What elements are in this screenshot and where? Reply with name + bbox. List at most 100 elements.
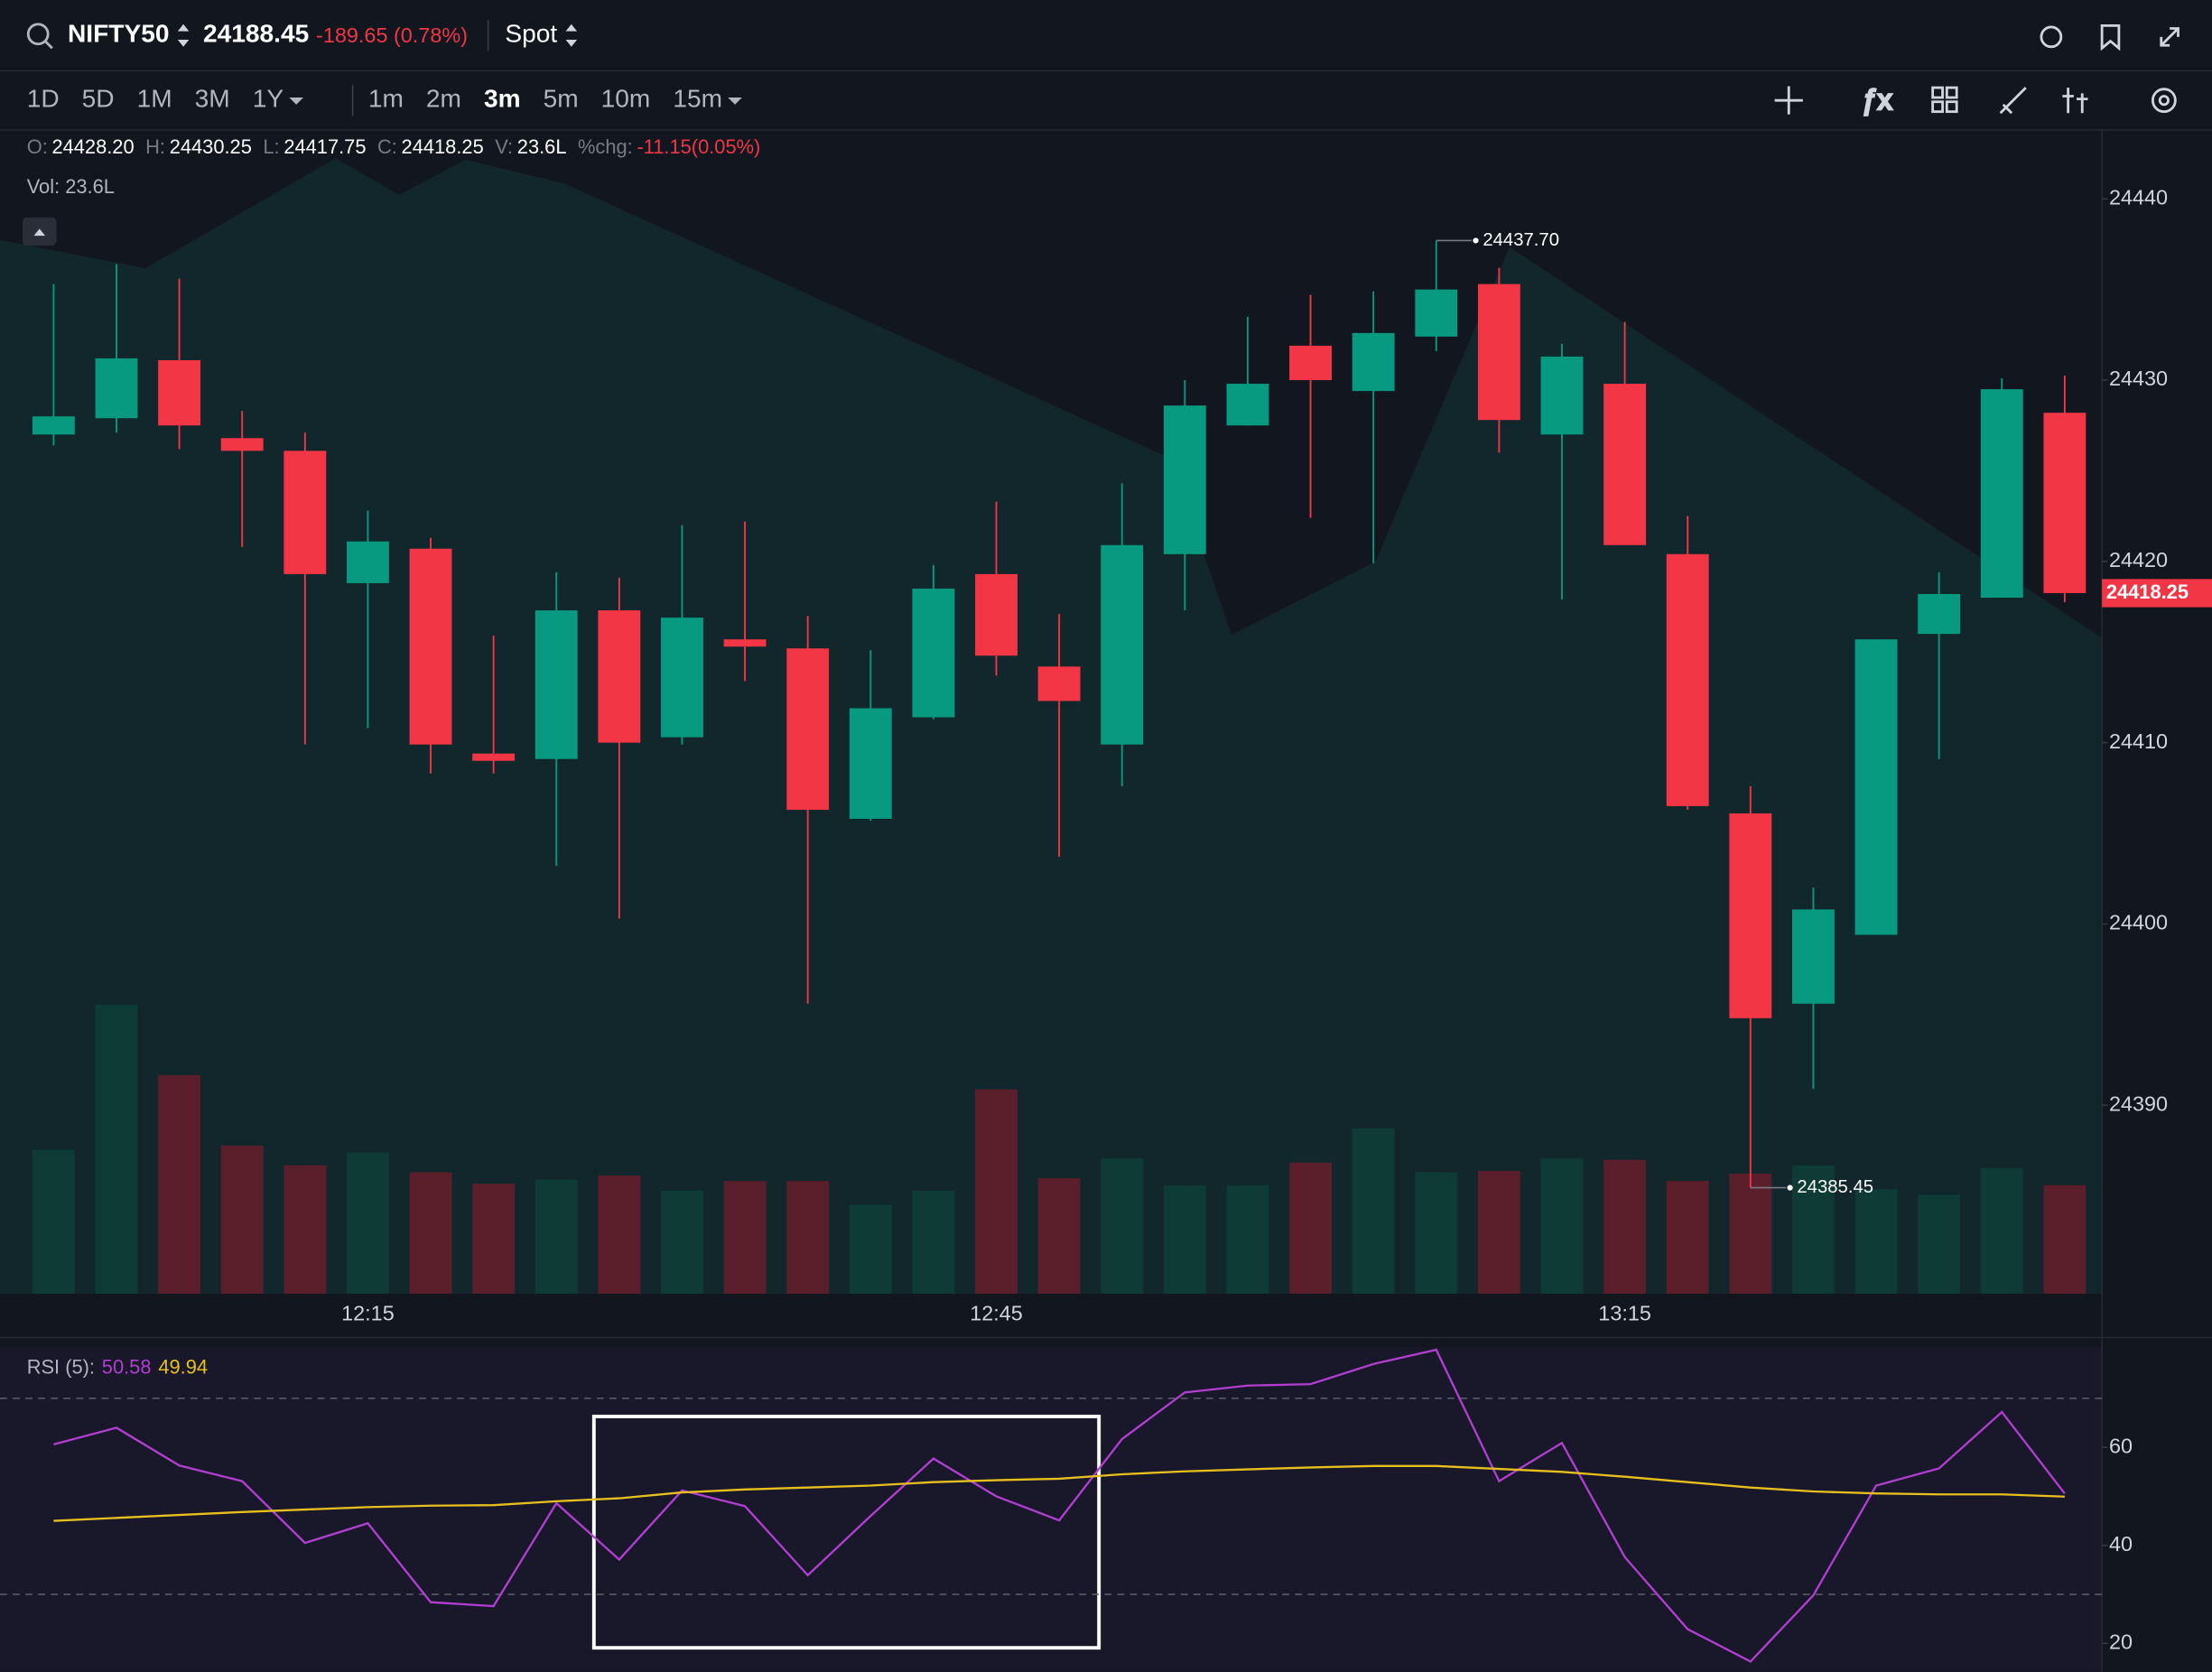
ohlc-value: -11.15(0.05%) bbox=[637, 135, 760, 158]
range-button[interactable]: 1D bbox=[27, 85, 60, 113]
mode[interactable]: Spot bbox=[505, 20, 557, 48]
candle-body bbox=[95, 358, 138, 419]
candle-body bbox=[1037, 666, 1081, 701]
interval-button[interactable]: 2m bbox=[426, 85, 461, 113]
interval-button[interactable]: 3m bbox=[484, 85, 521, 113]
selection-box bbox=[591, 1415, 1101, 1650]
range-button[interactable]: 3M bbox=[195, 85, 230, 113]
volume-bar bbox=[723, 1181, 767, 1295]
extreme-dot bbox=[1787, 1184, 1793, 1191]
range-button[interactable]: 1Y bbox=[253, 85, 284, 113]
candle-body bbox=[1729, 813, 1772, 1018]
svg-text:ƒx: ƒx bbox=[1863, 84, 1892, 116]
volume-bar bbox=[1163, 1184, 1206, 1295]
y-tick-label: 60 bbox=[2109, 1434, 2133, 1457]
candle-body bbox=[534, 610, 578, 759]
candle-body bbox=[786, 648, 830, 810]
candle-body bbox=[661, 618, 703, 738]
candle-body bbox=[1854, 639, 1898, 935]
y-tick-label: 24430 bbox=[2109, 367, 2168, 390]
volume-bar bbox=[1792, 1165, 1835, 1295]
volume-bar bbox=[598, 1175, 641, 1295]
ohlc-value: 24430.25 bbox=[170, 135, 252, 158]
search-icon[interactable] bbox=[26, 23, 53, 50]
volume-bar bbox=[975, 1089, 1018, 1295]
range-button[interactable]: 1M bbox=[137, 85, 172, 113]
candle-body bbox=[1352, 332, 1395, 392]
x-tick-label: 12:15 bbox=[341, 1302, 395, 1325]
ohlc-value: 24428.20 bbox=[51, 135, 134, 158]
volume-bar bbox=[1477, 1170, 1520, 1295]
top-icons[interactable]: ƒx bbox=[1774, 23, 2179, 116]
volume-bar bbox=[1415, 1172, 1458, 1295]
dropdown-icon bbox=[289, 98, 303, 105]
volume-bar bbox=[1101, 1158, 1144, 1295]
candle-body bbox=[975, 573, 1018, 656]
candle-body bbox=[2043, 413, 2087, 593]
interval-button[interactable]: 10m bbox=[601, 85, 651, 113]
y-tick-label: 24420 bbox=[2109, 548, 2168, 571]
candle-body bbox=[849, 708, 892, 819]
candle-body bbox=[1603, 384, 1647, 545]
candle-body bbox=[158, 359, 201, 426]
candle-body bbox=[1226, 384, 1269, 426]
symbol[interactable]: NIFTY50 bbox=[68, 20, 169, 48]
extreme-label: 24437.70 bbox=[1482, 230, 1559, 250]
volume-bar bbox=[661, 1190, 703, 1295]
volume-bar bbox=[534, 1179, 578, 1295]
volume-legend: Vol: 23.6L bbox=[27, 175, 115, 198]
ohlc-value: 24418.25 bbox=[402, 135, 484, 158]
candle-body bbox=[1477, 283, 1520, 421]
volume-bar bbox=[1540, 1158, 1584, 1295]
price-change: -189.65 (0.78%) bbox=[316, 23, 468, 47]
candle-body bbox=[912, 588, 955, 718]
ohlc-value: 24417.75 bbox=[283, 135, 366, 158]
volume-bar bbox=[1226, 1184, 1269, 1295]
rsi-line bbox=[53, 1348, 2066, 1663]
sort-icon bbox=[565, 23, 578, 47]
volume-bar bbox=[220, 1145, 264, 1295]
volume-bar bbox=[1854, 1189, 1898, 1295]
x-tick-label: 12:45 bbox=[970, 1302, 1023, 1325]
candle-body bbox=[1415, 289, 1458, 337]
ohlc-value: 23.6L bbox=[517, 135, 567, 158]
ohlc-key: L: bbox=[263, 135, 279, 158]
ohlc-key: V: bbox=[495, 135, 513, 158]
interval-button[interactable]: 1m bbox=[368, 85, 404, 113]
y-tick-label: 20 bbox=[2109, 1630, 2133, 1653]
volume-bar bbox=[346, 1152, 389, 1295]
volume-bar bbox=[32, 1149, 75, 1295]
interval-button[interactable]: 5m bbox=[544, 85, 579, 113]
ohlc-key: C: bbox=[377, 135, 397, 158]
volume-bar bbox=[1289, 1162, 1332, 1295]
last-price-tag bbox=[2102, 579, 2212, 608]
y-tick-label: 40 bbox=[2109, 1532, 2133, 1556]
candle-body bbox=[283, 451, 327, 574]
volume-bar bbox=[1918, 1194, 1961, 1295]
candle-body bbox=[1289, 345, 1332, 381]
candle-body bbox=[220, 438, 264, 451]
last-price-label: 24418.25 bbox=[2106, 581, 2189, 603]
ohlc-key: %chg: bbox=[578, 135, 633, 158]
volume-bar bbox=[409, 1172, 452, 1295]
candle-body bbox=[723, 639, 767, 647]
candle-body bbox=[32, 416, 75, 435]
volume-bar bbox=[2043, 1184, 2087, 1295]
sort-icon bbox=[177, 23, 190, 47]
volume-bar bbox=[1037, 1178, 1081, 1295]
rsi-panel-bg bbox=[0, 1347, 2103, 1672]
volume-bar bbox=[283, 1165, 327, 1295]
candle-body bbox=[1101, 544, 1144, 745]
ohlc-key: O: bbox=[27, 135, 48, 158]
interval-button[interactable]: 15m bbox=[673, 85, 722, 113]
volume-bar bbox=[1352, 1129, 1395, 1295]
candle-body bbox=[1540, 356, 1584, 435]
volume-bar bbox=[1729, 1173, 1772, 1295]
y-tick-label: 24410 bbox=[2109, 729, 2168, 753]
extreme-label: 24385.45 bbox=[1797, 1177, 1873, 1197]
candle-body bbox=[1163, 405, 1206, 554]
extreme-dot bbox=[1473, 237, 1479, 244]
range-button[interactable]: 5D bbox=[82, 85, 115, 113]
candle-body bbox=[409, 548, 452, 745]
